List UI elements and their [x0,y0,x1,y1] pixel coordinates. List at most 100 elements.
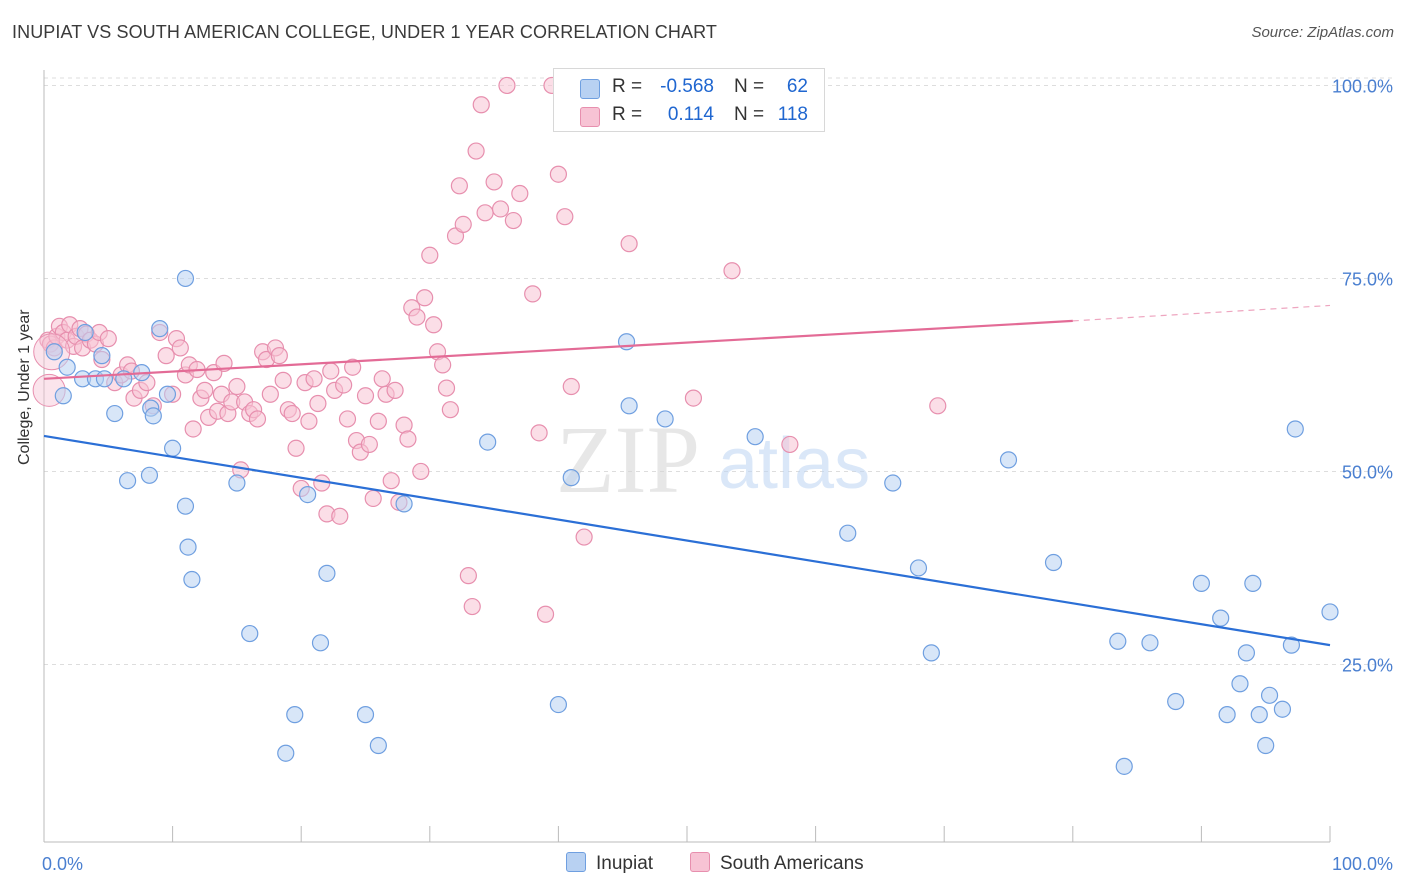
south-americans-point [335,376,353,394]
inupiat-point [746,428,764,446]
inupiat-point [286,706,304,724]
south-americans-point [562,377,580,396]
n-label: N = [734,76,765,97]
inupiat-point [183,570,201,589]
south-americans-point [373,370,391,388]
south-americans-point [386,381,404,399]
inupiat-point [549,695,568,714]
south-americans-n-value: 118 [777,104,808,125]
south-americans-point [491,200,510,218]
south-americans-point [322,362,340,380]
south-americans-point [511,184,529,203]
y-tick-label: 100.0% [1332,76,1393,96]
inupiat-point [158,385,177,403]
inupiat-point [228,474,246,492]
inupiat-point [562,469,580,487]
gridlines [44,77,1392,665]
south-americans-point [441,401,459,419]
south-americans-point [157,347,175,365]
south-americans-point [248,410,267,428]
south-americans-point [530,424,548,442]
south-americans-trend-line [43,319,1073,380]
inupiat-point [1109,632,1127,650]
n-label: N = [734,104,765,125]
inupiat-point [369,736,387,755]
south-americans-point [283,404,301,423]
inupiat-point [1115,757,1133,775]
south-americans-point [723,262,741,280]
inupiat-point [1192,574,1211,592]
inupiat-point [1260,686,1279,704]
south-americans-point [536,605,555,623]
south-americans-point [549,165,568,183]
inupiat-point [45,343,63,361]
inupiat-points [45,269,1339,775]
south-americans-point [620,235,638,253]
inupiat-point [1141,634,1159,652]
inupiat-point [95,370,114,388]
inupiat-point [1273,700,1292,718]
inupiat-point [318,564,336,582]
inupiat-point [144,407,162,425]
south-americans-point [504,211,522,230]
south-americans-point [434,356,452,374]
inupiat-point [656,410,674,428]
south-americans-point [425,316,443,334]
y-tick-label: 75.0% [1342,269,1393,289]
inupiat-point [277,744,295,762]
inupiat-point [999,451,1018,469]
south-americans-point [99,330,117,348]
south-americans-points [32,76,947,623]
inupiat-point [1257,736,1275,755]
inupiat-point [1167,692,1185,711]
south-americans-point [498,76,516,95]
south-americans-legend-label: South Americans [720,853,864,874]
legend-item-south-americans: South Americans [690,852,864,875]
inupiat-point [151,320,169,338]
south-americans-point [454,215,472,233]
south-americans-point [437,379,456,397]
south-americans-point [556,208,574,226]
inupiat-point [1321,603,1339,621]
source-label: Source: ZipAtlas.com [1251,24,1394,41]
south-americans-trend-extension [1072,304,1331,322]
inupiat-point [140,466,159,484]
inupiat-point [93,347,111,365]
inupiat-point [620,397,638,415]
inupiat-n-value: 62 [786,76,808,97]
inupiat-point [395,495,413,513]
r-label: R = [612,104,643,125]
south-americans-point [331,507,349,525]
x-tick-label-max: 100.0% [1332,854,1393,874]
inupiat-point [176,269,195,288]
south-americans-swatch [580,107,600,127]
legend-row-inupiat: R = -0.568 N = 62 [554,73,824,101]
south-americans-point [463,597,481,616]
inupiat-point [922,644,940,662]
south-americans-point [472,96,490,114]
inupiat-point [241,624,259,643]
inupiat-point [479,433,497,451]
inupiat-point [1250,706,1268,724]
legend-row-south-americans: R = 0.114 N = 118 [554,101,824,129]
inupiat-point [1212,609,1230,627]
south-americans-point [261,385,279,403]
inupiat-point [884,474,902,492]
south-americans-point [309,394,327,413]
south-americans-point [196,381,214,399]
south-americans-point [575,528,593,546]
inupiat-point [1044,553,1063,572]
south-americans-point [412,462,430,481]
correlation-legend: R = -0.568 N = 62 R = 0.114 N = 118 [553,68,825,132]
inupiat-trend-line [43,434,1331,647]
inupiat-point [106,404,124,423]
inupiat-legend-swatch [566,852,586,872]
inupiat-legend-label: Inupiat [596,853,654,874]
south-americans-point [524,285,542,303]
south-americans-point [369,412,387,430]
inupiat-point [299,486,317,504]
south-americans-point [399,430,417,448]
inupiat-point [839,524,857,542]
south-americans-point [929,397,947,415]
